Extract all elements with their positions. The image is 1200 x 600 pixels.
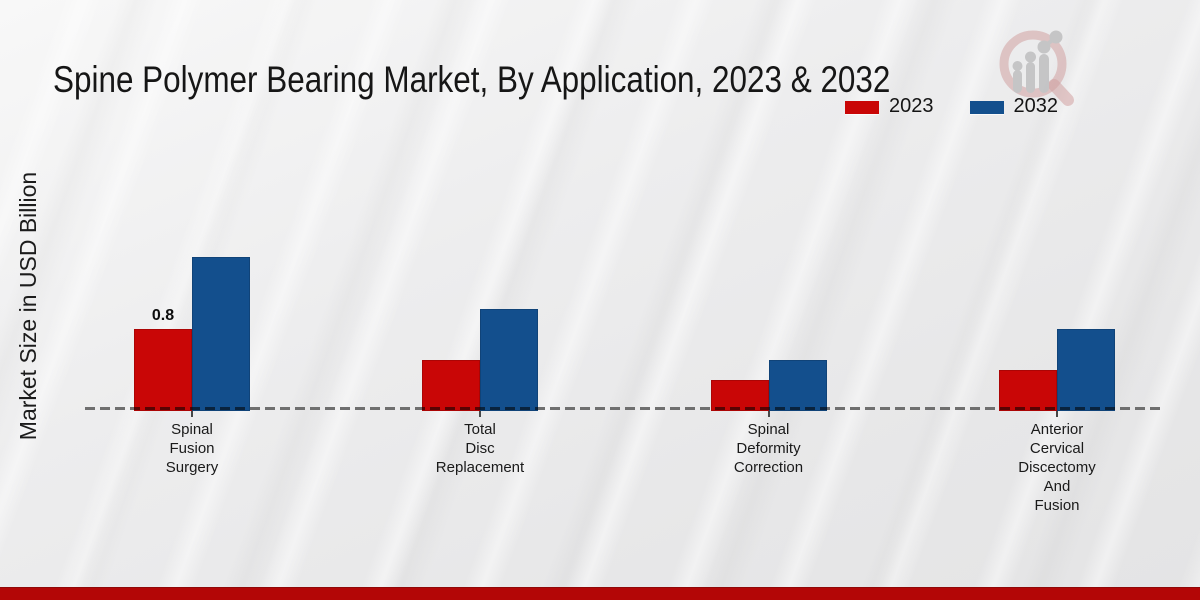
- bar-2032-spinal-fusion-surgery: [192, 257, 250, 411]
- bar-2032-anterior-cervical-discectomy-and-fusion: [1057, 329, 1115, 411]
- x-axis-tick: [479, 411, 481, 417]
- footer-red-bar: [0, 587, 1200, 600]
- category-label-spinal-fusion-surgery: Spinal Fusion Surgery: [165, 421, 219, 476]
- legend-item-2023: 2023: [845, 95, 934, 118]
- legend-swatch-2023: [845, 101, 879, 114]
- bar-2032-total-disc-replacement: [480, 308, 538, 411]
- x-axis-tick: [191, 411, 193, 417]
- category-label-anterior-cervical-discectomy-and-fusion: Anterior Cervical Discectomy And Fusion: [1018, 421, 1096, 514]
- bar-value-label: 0.8: [151, 307, 175, 324]
- bar-2032-spinal-deformity-correction: [768, 359, 827, 411]
- legend-label-2032: 2032: [1013, 95, 1059, 117]
- bar-2023-anterior-cervical-discectomy-and-fusion: [999, 370, 1057, 411]
- y-axis-label: Market Size in USD Billion: [15, 171, 41, 441]
- bar-2023-total-disc-replacement: [422, 359, 480, 411]
- bar-2023-spinal-deformity-correction: [710, 380, 769, 411]
- x-axis-tick: [1056, 411, 1058, 417]
- bar-2023-spinal-fusion-surgery: [134, 329, 192, 411]
- magnifier-growth-chart-logo-icon: [999, 30, 1074, 106]
- x-axis-baseline: [85, 407, 1165, 410]
- legend-item-2032: 2032: [969, 95, 1059, 118]
- legend: 2023 2032: [845, 95, 1058, 118]
- legend-swatch-2032: [969, 101, 1004, 114]
- x-axis-tick: [767, 411, 770, 417]
- category-label-spinal-deformity-correction: Spinal Deformity Correction: [733, 421, 804, 476]
- category-label-total-disc-replacement: Total Disc Replacement: [435, 421, 525, 476]
- chart-title: Spine Polymer Bearing Market, By Applica…: [53, 58, 891, 100]
- legend-label-2023: 2023: [889, 95, 934, 117]
